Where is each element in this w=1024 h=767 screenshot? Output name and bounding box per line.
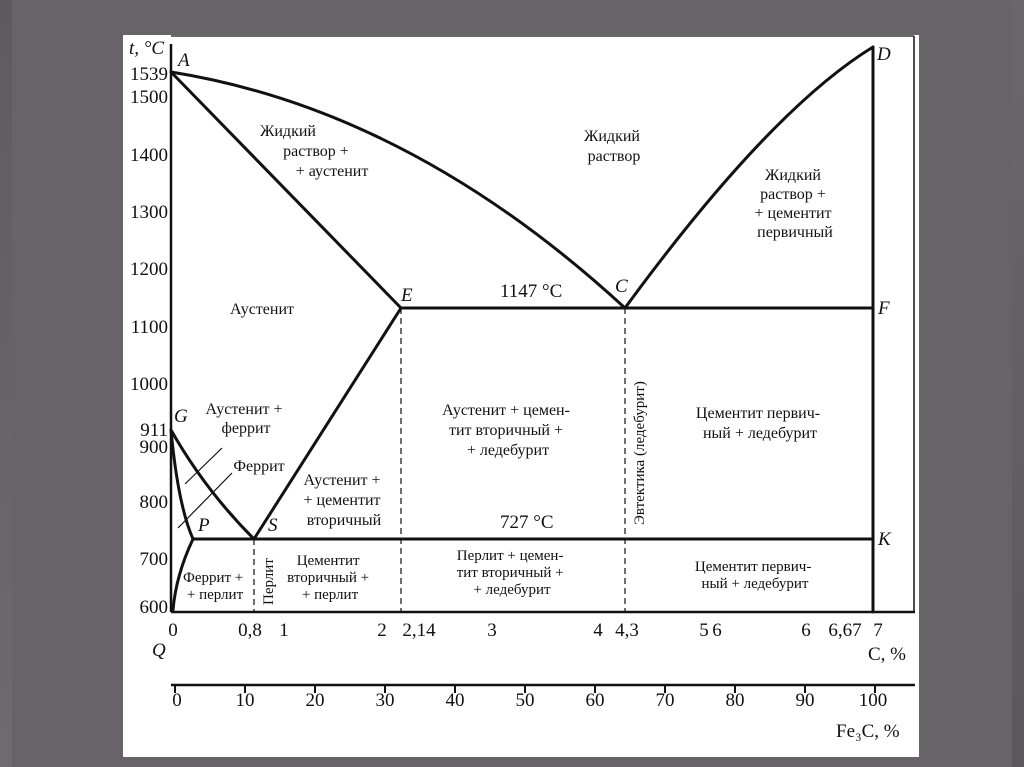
- c-tick: 1: [279, 620, 289, 641]
- region-austenite-cementite2: Аустенит + + цементит вторичный: [303, 472, 384, 529]
- point-E: E: [400, 285, 413, 306]
- region-ferrite: Феррит: [233, 458, 284, 475]
- y-tick: 600: [140, 597, 169, 618]
- point-labels: A D E C F G P S K: [174, 44, 892, 550]
- leader-austenite-ferrite: [184, 447, 223, 485]
- c-tick: 6: [712, 620, 722, 641]
- eutectoid-temp-label: 727 °C: [500, 512, 554, 533]
- fe3c-tick: 90: [796, 690, 815, 711]
- region-austenite-cementite-ledeburite: Аустенит + цемен- тит вторичный + + леде…: [442, 402, 574, 459]
- y-tick: 911: [140, 420, 168, 441]
- leader-ferrite: [177, 472, 233, 529]
- line-GS: [169, 428, 256, 541]
- point-A: A: [176, 50, 190, 71]
- fe3c-tick: 40: [446, 690, 465, 711]
- y-tick: 800: [140, 492, 169, 513]
- line-PQ: [171, 537, 195, 612]
- c-tick: 5: [699, 620, 709, 641]
- point-Q: Q: [152, 640, 166, 661]
- region-pearlite: Перлит: [261, 558, 277, 605]
- region-liquid-austenite: Жидкий раствор + + аустенит: [260, 123, 368, 180]
- fe3c-tick: 50: [516, 690, 535, 711]
- c-tick: 2,14: [402, 620, 436, 641]
- leader-lines: [177, 447, 233, 529]
- liquidus-CD: [623, 45, 875, 310]
- region-cementite1-ledeburite-upper: Цементит первич- ный + ледебурит: [696, 405, 824, 442]
- fe3c-tick: 60: [586, 690, 605, 711]
- region-austenite-ferrite: Аустенит + феррит: [205, 401, 286, 437]
- c-tick: 3: [487, 620, 497, 641]
- region-liquid: Жидкий раствор: [584, 128, 644, 165]
- c-tick: 4,3: [615, 620, 639, 641]
- diagram-panel: [123, 35, 919, 757]
- fe3c-tick: 10: [236, 690, 255, 711]
- carbon-axis-ticks: 0 0,8 1 2 2,14 3 4 4,3 5 6 6 6,67 7: [168, 620, 883, 641]
- region-labels: Жидкий раствор + + аустенит Жидкий раств…: [205, 123, 835, 529]
- line-ES: [252, 306, 403, 541]
- point-K: K: [877, 529, 892, 550]
- eutectic-ledeburite-label: Эвтектика (ледебурит): [632, 381, 648, 525]
- region-cementite2-pearlite: Цементит вторичный + + перлит: [287, 553, 373, 603]
- point-G: G: [174, 406, 188, 427]
- region-pearlite-cementite-ledeburite: Перлит + цемен- тит вторичный + + ледебу…: [457, 548, 568, 598]
- c-tick: 0,8: [238, 620, 262, 641]
- fe3c-tick: 0: [172, 690, 182, 711]
- point-C: C: [615, 276, 628, 297]
- c-tick: 6,67: [828, 620, 861, 641]
- y-tick: 1539: [130, 64, 168, 85]
- c-tick: 0: [168, 620, 178, 641]
- region-austenite: Аустенит: [230, 301, 294, 318]
- point-P: P: [197, 515, 210, 536]
- eutectic-temp-label: 1147 °C: [500, 281, 562, 302]
- diagram-frame: [169, 35, 915, 614]
- point-F: F: [877, 298, 890, 319]
- fe3c-tick: 100: [859, 690, 888, 711]
- lower-region-labels: Феррит + + перлит Цементит вторичный + +…: [183, 548, 815, 603]
- region-liquid-cementite: Жидкий раствор + + цементит первичный: [754, 167, 835, 241]
- y-tick: 1000: [130, 374, 168, 395]
- line-GP: [169, 428, 195, 541]
- c-tick: 2: [377, 620, 387, 641]
- fe3c-axis-label: Fe₃C, %: [836, 721, 900, 742]
- y-tick: 1400: [130, 145, 168, 166]
- point-D: D: [876, 44, 891, 65]
- fe3c-axis-ticks: 0 10 20 30 40 50 60 70 80 90 100: [172, 690, 887, 711]
- carbon-axis-label: C, %: [868, 644, 906, 665]
- y-tick: 1100: [131, 317, 168, 338]
- c-tick: 4: [593, 620, 603, 641]
- point-S: S: [268, 515, 278, 536]
- phase-lines: [169, 45, 875, 614]
- y-tick: 1300: [130, 202, 168, 223]
- fe3c-tick: 80: [726, 690, 745, 711]
- y-tick: 1200: [130, 259, 168, 280]
- dashed-lines: [253, 308, 626, 612]
- fe3c-tick: 70: [656, 690, 675, 711]
- y-axis-ticks: 1539 1500 1400 1300 1200 1100 1000 911 9…: [130, 64, 168, 618]
- c-tick: 6: [801, 620, 811, 641]
- y-axis-label: t, °C: [129, 38, 164, 59]
- fe3c-tick: 20: [306, 690, 325, 711]
- solidus-AE: [169, 70, 403, 310]
- y-tick: 900: [140, 437, 169, 458]
- y-tick: 1500: [130, 87, 168, 108]
- fe3c-axis-tickmarks: [174, 685, 876, 693]
- fe3c-tick: 30: [376, 690, 395, 711]
- region-ferrite-pearlite: Феррит + + перлит: [183, 570, 247, 603]
- c-tick: 7: [873, 620, 883, 641]
- region-cementite1-ledeburite-lower: Цементит первич- ный + ледебурит: [695, 559, 815, 592]
- liquidus-AC: [169, 70, 627, 310]
- y-tick: 700: [140, 549, 169, 570]
